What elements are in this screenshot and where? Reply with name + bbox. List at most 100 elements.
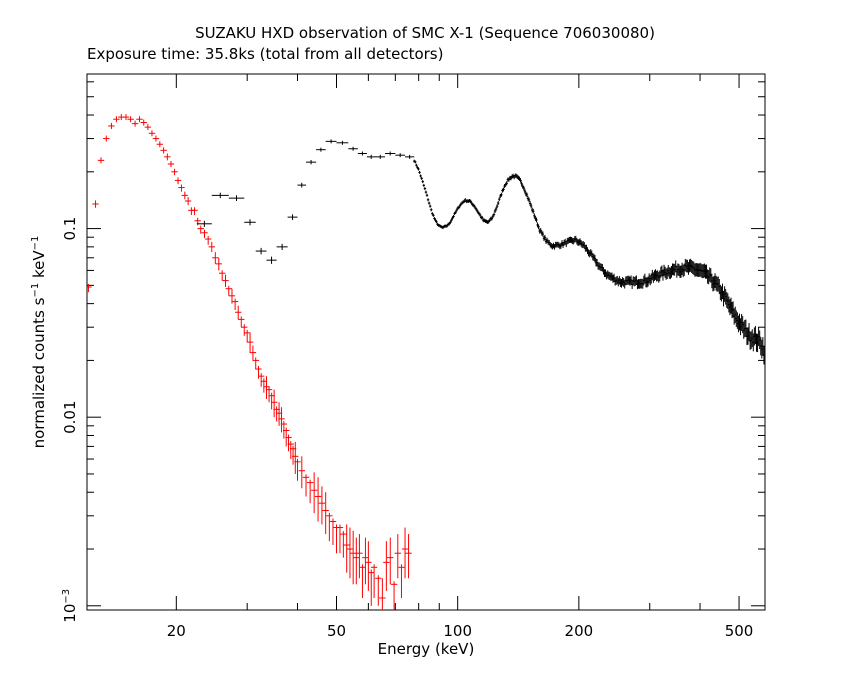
data-point (434, 218, 437, 222)
data-point (208, 241, 215, 253)
data-point (184, 197, 192, 206)
data-point (212, 252, 219, 264)
data-point (336, 524, 344, 554)
series-black-dense (413, 159, 765, 365)
data-point (238, 316, 245, 328)
data-point (87, 284, 92, 293)
data-point (167, 160, 175, 168)
data-bin (228, 195, 245, 202)
data-point (401, 527, 409, 579)
x-tick-label: 20 (167, 622, 186, 640)
data-point (520, 181, 523, 186)
data-point (433, 216, 436, 221)
data-point (246, 332, 254, 353)
y-axis-label: normalized counts s−1 keV−1 (30, 236, 48, 449)
data-point (494, 206, 498, 211)
data-point (424, 190, 428, 194)
data-point (265, 386, 273, 403)
data-point (423, 187, 427, 191)
data-point (481, 216, 484, 220)
data-point (218, 270, 226, 281)
data-point (178, 184, 185, 192)
data-point (528, 201, 532, 206)
data-point (314, 477, 322, 522)
data-point (435, 220, 438, 224)
data-bin (405, 154, 415, 159)
data-point (527, 197, 531, 203)
data-point (455, 208, 458, 212)
data-point (252, 357, 259, 370)
data-point (108, 122, 115, 129)
data-point (422, 183, 426, 187)
data-point (188, 207, 195, 216)
data-bin (385, 151, 396, 156)
axis-ticks (87, 74, 765, 610)
data-point (164, 153, 171, 161)
data-point (454, 210, 457, 214)
data-point (356, 534, 363, 579)
data-point (136, 116, 143, 123)
chart-subtitle: Exposure time: 35.8ks (total from all de… (87, 45, 443, 63)
data-point (418, 170, 421, 174)
data-point (127, 116, 134, 123)
data-point (495, 204, 499, 209)
data-series (87, 114, 765, 610)
data-point (541, 231, 545, 237)
data-point (523, 188, 526, 194)
y-axis-label-exp1: −1 (30, 283, 41, 298)
data-bin (357, 151, 367, 156)
data-point (387, 537, 394, 585)
data-point (353, 537, 360, 585)
data-point (421, 180, 424, 184)
data-point (131, 120, 139, 127)
data-point (92, 200, 99, 208)
series-black (196, 139, 415, 264)
x-tick-label: 500 (725, 622, 754, 640)
data-point (370, 564, 378, 598)
data-point (160, 147, 167, 154)
data-point (478, 213, 482, 217)
data-point (379, 578, 386, 610)
data-point (565, 241, 568, 248)
data-point (333, 524, 340, 554)
data-bin (266, 256, 277, 264)
data-bin (325, 139, 337, 144)
data-point (490, 216, 494, 221)
data-point (375, 575, 382, 606)
data-point (257, 373, 265, 387)
data-point (113, 116, 120, 123)
data-point (365, 541, 372, 591)
data-point (215, 257, 222, 271)
data-point (431, 212, 434, 216)
data-point (306, 479, 314, 504)
data-point (191, 207, 198, 216)
data-bin (255, 247, 267, 255)
data-point (457, 205, 461, 210)
x-axis-label: Energy (keV) (378, 640, 475, 658)
data-point (493, 209, 497, 214)
data-bin (336, 140, 349, 145)
data-bin (244, 219, 256, 226)
data-point (430, 208, 433, 212)
data-point (394, 534, 401, 579)
y-axis-label-mid: keV (30, 250, 48, 283)
data-point (156, 141, 164, 148)
data-point (204, 236, 212, 245)
data-bin (196, 220, 212, 227)
data-point (340, 531, 347, 558)
data-point (343, 524, 350, 573)
data-point (241, 324, 248, 336)
y-axis-label-prefix: normalized counts s (30, 297, 48, 448)
axis-tick-labels: 20 50 100 200 500 0.1 0.01 10−3 (61, 217, 753, 640)
data-point (417, 167, 420, 171)
data-point (497, 201, 500, 205)
data-point (492, 212, 496, 217)
data-point (283, 427, 290, 447)
y-axis-label-exp2: −1 (30, 236, 41, 251)
data-point (322, 492, 329, 535)
data-point (243, 329, 251, 343)
data-point (475, 208, 479, 213)
data-point (287, 441, 294, 460)
